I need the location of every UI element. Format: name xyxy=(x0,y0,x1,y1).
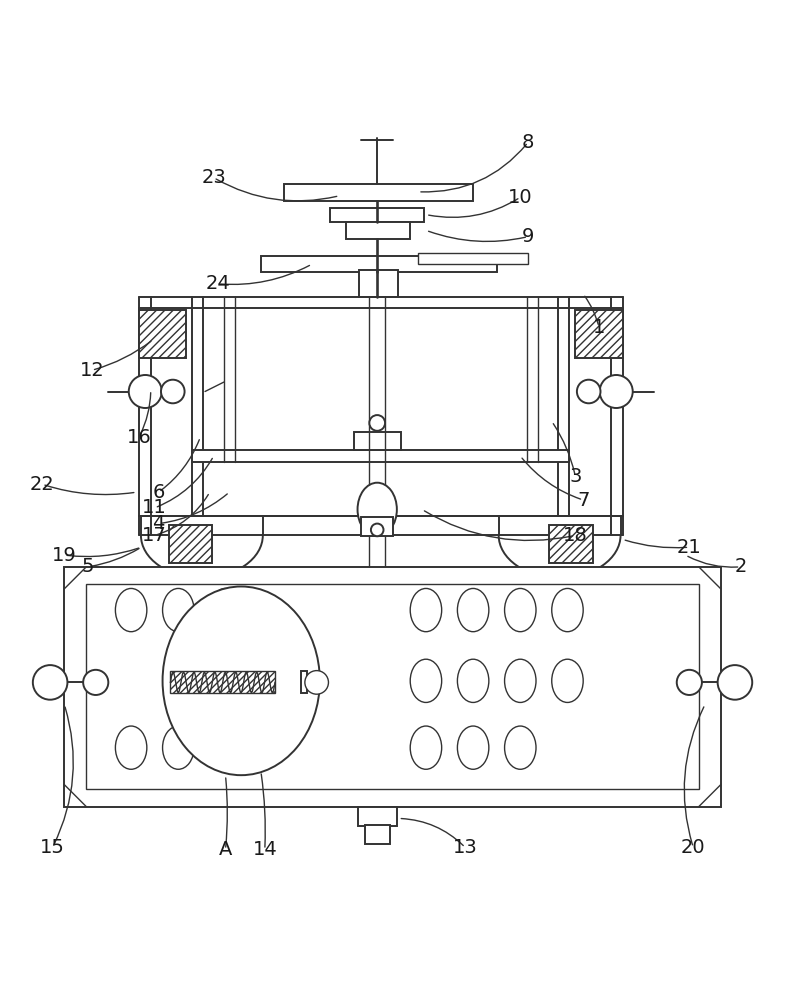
FancyArrowPatch shape xyxy=(157,495,208,535)
Bar xyxy=(418,253,528,264)
Ellipse shape xyxy=(410,726,442,769)
Bar xyxy=(365,825,390,844)
Ellipse shape xyxy=(410,659,442,702)
Circle shape xyxy=(677,670,702,695)
Text: 6: 6 xyxy=(152,483,165,502)
Bar xyxy=(193,450,569,462)
Circle shape xyxy=(577,380,600,403)
FancyArrowPatch shape xyxy=(140,393,151,435)
Text: 20: 20 xyxy=(681,838,705,857)
Circle shape xyxy=(371,524,383,536)
Text: 13: 13 xyxy=(453,838,477,857)
Ellipse shape xyxy=(210,726,241,769)
FancyArrowPatch shape xyxy=(684,707,704,845)
Circle shape xyxy=(83,670,108,695)
FancyArrowPatch shape xyxy=(45,485,134,495)
FancyArrowPatch shape xyxy=(157,458,212,507)
Text: 8: 8 xyxy=(522,133,534,152)
Text: 3: 3 xyxy=(569,467,581,486)
Text: 1: 1 xyxy=(593,318,605,337)
FancyArrowPatch shape xyxy=(91,549,139,566)
FancyArrowPatch shape xyxy=(161,440,200,490)
Ellipse shape xyxy=(115,588,147,632)
Ellipse shape xyxy=(115,726,147,769)
FancyArrowPatch shape xyxy=(220,265,309,284)
Bar xyxy=(86,584,699,789)
Ellipse shape xyxy=(163,726,194,769)
Text: 24: 24 xyxy=(205,274,230,293)
Text: 7: 7 xyxy=(577,490,589,510)
FancyArrowPatch shape xyxy=(625,540,686,548)
Text: 12: 12 xyxy=(80,361,104,380)
Text: 23: 23 xyxy=(201,168,226,187)
Ellipse shape xyxy=(505,588,536,632)
Text: 16: 16 xyxy=(126,428,151,447)
FancyArrowPatch shape xyxy=(424,511,573,540)
Text: 21: 21 xyxy=(677,538,701,557)
FancyArrowPatch shape xyxy=(421,144,526,192)
FancyArrowPatch shape xyxy=(216,179,337,201)
Text: 14: 14 xyxy=(252,840,277,859)
Ellipse shape xyxy=(552,659,583,702)
FancyArrowPatch shape xyxy=(95,341,151,370)
FancyArrowPatch shape xyxy=(54,707,73,845)
FancyArrowPatch shape xyxy=(402,819,463,846)
FancyArrowPatch shape xyxy=(261,774,265,847)
FancyArrowPatch shape xyxy=(553,424,574,474)
Bar xyxy=(346,222,410,239)
Bar xyxy=(169,525,212,563)
Bar xyxy=(64,567,721,807)
Bar xyxy=(353,432,401,450)
Ellipse shape xyxy=(163,586,320,775)
Bar xyxy=(357,807,397,826)
Text: 15: 15 xyxy=(40,838,65,857)
Ellipse shape xyxy=(210,588,241,632)
Circle shape xyxy=(161,380,185,403)
Ellipse shape xyxy=(552,588,583,632)
Bar xyxy=(575,310,623,358)
Ellipse shape xyxy=(458,659,489,702)
FancyArrowPatch shape xyxy=(585,296,598,324)
Circle shape xyxy=(129,375,162,408)
Circle shape xyxy=(305,671,328,694)
Text: 10: 10 xyxy=(508,188,533,207)
FancyArrowPatch shape xyxy=(522,458,581,499)
Text: 18: 18 xyxy=(563,526,588,545)
Bar xyxy=(330,208,424,222)
Bar xyxy=(361,517,393,536)
Bar xyxy=(139,310,186,358)
Ellipse shape xyxy=(163,588,194,632)
Text: 5: 5 xyxy=(81,557,94,576)
Bar xyxy=(359,270,398,297)
FancyArrowPatch shape xyxy=(226,778,227,847)
Text: A: A xyxy=(219,840,232,859)
Circle shape xyxy=(33,665,67,700)
Text: 11: 11 xyxy=(142,498,167,517)
Ellipse shape xyxy=(505,659,536,702)
Bar xyxy=(301,671,307,693)
Text: 9: 9 xyxy=(522,227,534,246)
Bar xyxy=(261,256,497,272)
Circle shape xyxy=(718,665,752,700)
FancyArrowPatch shape xyxy=(67,548,139,557)
Ellipse shape xyxy=(505,726,536,769)
Text: 2: 2 xyxy=(735,557,746,576)
FancyArrowPatch shape xyxy=(162,494,227,523)
FancyArrowPatch shape xyxy=(428,231,525,241)
Text: 4: 4 xyxy=(152,514,165,533)
Text: 17: 17 xyxy=(142,526,167,545)
FancyArrowPatch shape xyxy=(688,556,738,567)
Text: 19: 19 xyxy=(52,546,77,565)
Text: 22: 22 xyxy=(30,475,54,494)
Bar xyxy=(549,525,593,563)
Bar xyxy=(170,671,275,693)
Ellipse shape xyxy=(458,588,489,632)
Ellipse shape xyxy=(357,483,397,536)
FancyArrowPatch shape xyxy=(428,199,518,217)
Ellipse shape xyxy=(410,588,442,632)
Ellipse shape xyxy=(458,726,489,769)
Circle shape xyxy=(600,375,633,408)
Bar xyxy=(284,184,473,201)
Circle shape xyxy=(369,415,385,431)
